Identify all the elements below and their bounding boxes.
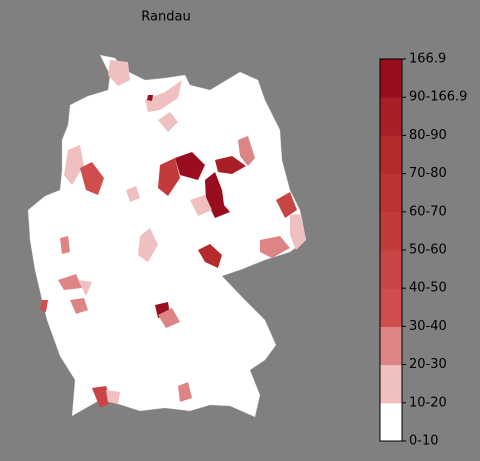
colorbar-tick-label: 80-90 <box>409 128 447 143</box>
region <box>58 274 82 290</box>
region <box>205 172 230 218</box>
region <box>108 60 130 86</box>
region <box>40 300 48 312</box>
colorbar-tick-label: 70-80 <box>409 166 447 181</box>
region <box>276 192 297 218</box>
colorbar-band <box>380 173 402 213</box>
region <box>126 186 140 202</box>
colorbar-band <box>380 211 402 251</box>
region <box>78 280 92 296</box>
colorbar-band <box>380 402 402 442</box>
colorbar-tick-label: 30-40 <box>409 319 447 334</box>
region <box>158 112 178 132</box>
region <box>64 145 84 185</box>
colorbar-band <box>380 59 402 98</box>
region <box>158 158 180 196</box>
colorbar-tick-label: 0-10 <box>409 434 439 449</box>
colorbar-tick-label: 10-20 <box>409 395 447 410</box>
colorbar-tick-label: 90-166.9 <box>409 90 467 105</box>
country-outline <box>27 54 307 418</box>
region <box>178 382 192 402</box>
region <box>80 162 104 195</box>
colorbar-band <box>380 288 402 327</box>
region <box>106 390 120 404</box>
colorbar-tick-label: 50-60 <box>409 243 447 258</box>
region <box>260 236 290 258</box>
region <box>290 214 306 250</box>
region <box>238 136 255 166</box>
colorbar-tick-label: 20-30 <box>409 357 447 372</box>
region <box>198 244 222 268</box>
region <box>145 80 182 112</box>
region <box>60 236 70 254</box>
map-title: Randau <box>141 10 190 25</box>
region <box>215 156 246 174</box>
region <box>158 308 180 328</box>
colorbar: 0-10 10-20 20-30 30-40 40-50 50-60 60-70 70-80 8… <box>379 52 467 449</box>
colorbar-band <box>380 326 402 366</box>
colorbar-band <box>380 97 402 136</box>
colorbar-band <box>380 250 402 289</box>
colorbar-band <box>380 364 402 404</box>
germany-map <box>27 54 307 418</box>
region <box>175 152 205 180</box>
colorbar-tick-label: 60-70 <box>409 204 447 219</box>
region <box>138 228 158 262</box>
region <box>70 298 88 314</box>
region <box>147 95 153 101</box>
colorbar-tick-label: 166.9 <box>409 52 446 67</box>
region <box>190 195 212 216</box>
colorbar-band <box>380 135 402 175</box>
colorbar-tick-label: 40-50 <box>409 281 447 296</box>
